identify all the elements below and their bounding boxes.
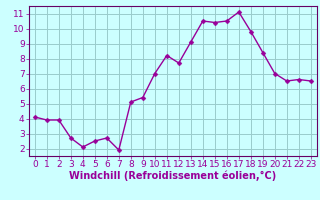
- X-axis label: Windchill (Refroidissement éolien,°C): Windchill (Refroidissement éolien,°C): [69, 171, 276, 181]
